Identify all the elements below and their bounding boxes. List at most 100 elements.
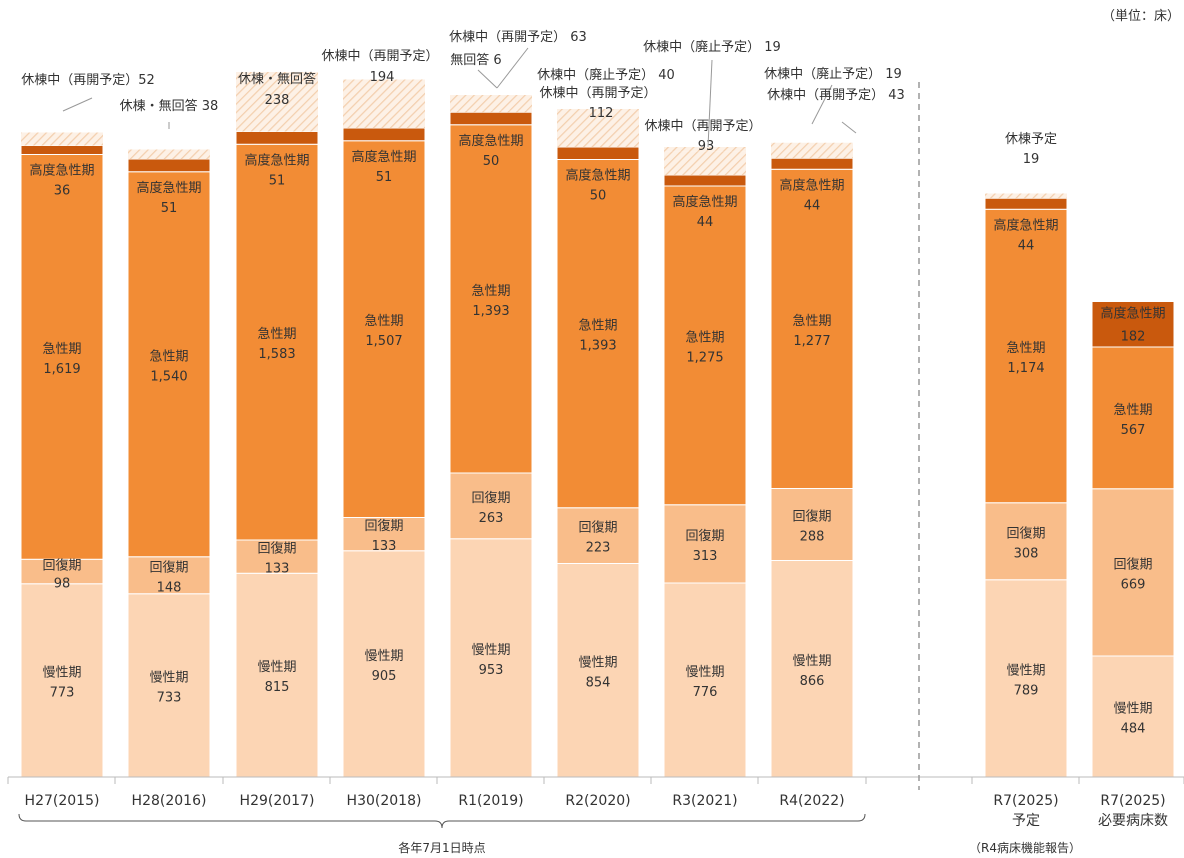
idle-annotation: 休棟・無回答 xyxy=(238,71,316,87)
bar-segment xyxy=(984,579,1068,778)
segment-value-label: 44 xyxy=(1018,238,1035,253)
bar-segment xyxy=(1091,346,1175,490)
bar-segment xyxy=(449,472,533,540)
segment-value-label: 148 xyxy=(157,580,182,595)
segment-value-label: 1,393 xyxy=(579,339,616,354)
bar-segment xyxy=(20,558,104,585)
idle-annotation: 休棟中（再開予定） xyxy=(539,86,656,101)
segment-value-label: 1,540 xyxy=(150,369,187,384)
bar-segment xyxy=(663,185,747,506)
bar-segment xyxy=(235,572,319,778)
bar-segment xyxy=(984,502,1068,581)
segment-value-label: 789 xyxy=(1014,683,1039,698)
bar-segment xyxy=(449,124,533,474)
x-tick-label: R7(2025) xyxy=(993,793,1058,809)
bar-segment xyxy=(770,488,854,561)
x-axis: H27(2015) H28(2016) H29(2017) H30(2018) R1(2… xyxy=(7,82,1184,829)
segment-value-label: 1,583 xyxy=(258,347,295,362)
idle-bed-segment xyxy=(557,109,639,137)
idle-annotation: 休棟中（再開予定） xyxy=(644,119,761,134)
segment-series-label: 急性期 xyxy=(1006,341,1045,356)
segment-series-label: 高度急性期 xyxy=(565,168,630,184)
segment-value-label: 223 xyxy=(586,541,611,556)
segment-value-label: 815 xyxy=(265,680,290,695)
idle-bed-segment xyxy=(450,110,532,113)
bar-segment xyxy=(449,538,533,778)
segment-series-label: 回復期 xyxy=(471,490,510,506)
bar-segment xyxy=(663,504,747,584)
x-tick-label: R2(2020) xyxy=(565,793,630,809)
bar-segment xyxy=(20,145,104,155)
idle-annotation-value: 112 xyxy=(589,106,614,121)
x-tick-label: R1(2019) xyxy=(458,793,523,809)
x-tick-label: H29(2017) xyxy=(240,793,315,809)
leader-line xyxy=(496,47,529,89)
idle-annotation: 休棟中（再開予定）52 xyxy=(21,73,155,88)
idle-annotation: 休棟中（再開予定） xyxy=(321,49,438,64)
segment-value-label: 50 xyxy=(590,189,607,204)
idle-annotation: 休棟中（再開予定） 43 xyxy=(767,88,905,103)
segment-value-label: 313 xyxy=(693,549,718,564)
idle-annotation: 休棟中（再開予定） 63 xyxy=(449,30,587,45)
segment-value-label: 133 xyxy=(372,539,397,554)
segment-series-label: 回復期 xyxy=(42,557,81,573)
segment-value-label: 905 xyxy=(372,669,397,684)
leader-line xyxy=(841,121,857,134)
x-tick-label: 予定 xyxy=(1012,813,1040,829)
segment-value-label: 51 xyxy=(161,201,178,216)
x-tick-label: R7(2025) xyxy=(1100,793,1165,809)
segment-value-label: 1,277 xyxy=(793,334,830,349)
x-tick-label: 必要病床数 xyxy=(1098,813,1168,829)
bar-segment xyxy=(1091,655,1175,778)
idle-bed-segment xyxy=(664,151,746,175)
segment-value-label: 773 xyxy=(50,685,75,700)
segment-series-label: 慢性期 xyxy=(42,664,81,680)
segment-series-label: 高度急性期 xyxy=(779,177,844,193)
segment-series-label: 高度急性期 xyxy=(1100,306,1165,322)
segment-series-label: 急性期 xyxy=(685,330,724,345)
segment-value-label: 263 xyxy=(479,511,504,526)
group-label-report: （R4病床機能報告） xyxy=(969,840,1081,855)
segment-series-label: 慢性期 xyxy=(685,664,724,680)
bar-segment xyxy=(556,159,640,509)
idle-bed-segment xyxy=(985,193,1067,199)
idle-annotation-value: 19 xyxy=(1023,152,1040,167)
bar-segment xyxy=(342,517,426,552)
segment-series-label: 急性期 xyxy=(257,327,296,342)
unit-label: （単位：床） xyxy=(1102,8,1180,24)
idle-bed-segment xyxy=(343,79,425,128)
segment-value-label: 1,619 xyxy=(43,362,80,377)
bar-segment xyxy=(127,158,211,173)
idle-bed-segment xyxy=(21,132,103,146)
segment-value-label: 1,174 xyxy=(1007,361,1044,376)
segment-value-label: 36 xyxy=(54,184,71,199)
bar-segment xyxy=(127,171,211,558)
bar-segment xyxy=(449,111,533,126)
year-group-bracket xyxy=(18,813,866,829)
segment-series-label: 慢性期 xyxy=(792,653,831,669)
idle-bed-segment xyxy=(557,137,639,147)
idle-bed-segment xyxy=(664,147,746,152)
bar-segment xyxy=(556,146,640,160)
bar-segment xyxy=(556,507,640,564)
idle-bed-segment xyxy=(236,72,318,132)
segment-value-label: 44 xyxy=(804,198,821,213)
idle-annotation: 休棟中（廃止予定） 19 xyxy=(643,39,781,55)
idle-annotation: 休棟予定 xyxy=(1005,132,1057,147)
segment-series-label: 回復期 xyxy=(364,518,403,534)
segment-series-label: 回復期 xyxy=(1006,525,1045,541)
segment-series-label: 回復期 xyxy=(685,528,724,544)
idle-bed-segment xyxy=(128,149,210,159)
segment-series-label: 高度急性期 xyxy=(993,217,1058,233)
bar-segment xyxy=(20,583,104,778)
idle-annotation: 無回答 6 xyxy=(450,52,501,68)
segment-value-label: 182 xyxy=(1121,330,1146,345)
segment-series-label: 慢性期 xyxy=(364,648,403,664)
idle-annotation-value: 93 xyxy=(698,139,715,154)
bar-segment xyxy=(20,154,104,560)
leader-line xyxy=(811,84,833,125)
segment-series-label: 回復期 xyxy=(149,559,188,575)
segment-value-label: 1,393 xyxy=(472,304,509,319)
idle-bed-segment xyxy=(450,95,532,111)
segment-value-label: 51 xyxy=(269,173,286,188)
